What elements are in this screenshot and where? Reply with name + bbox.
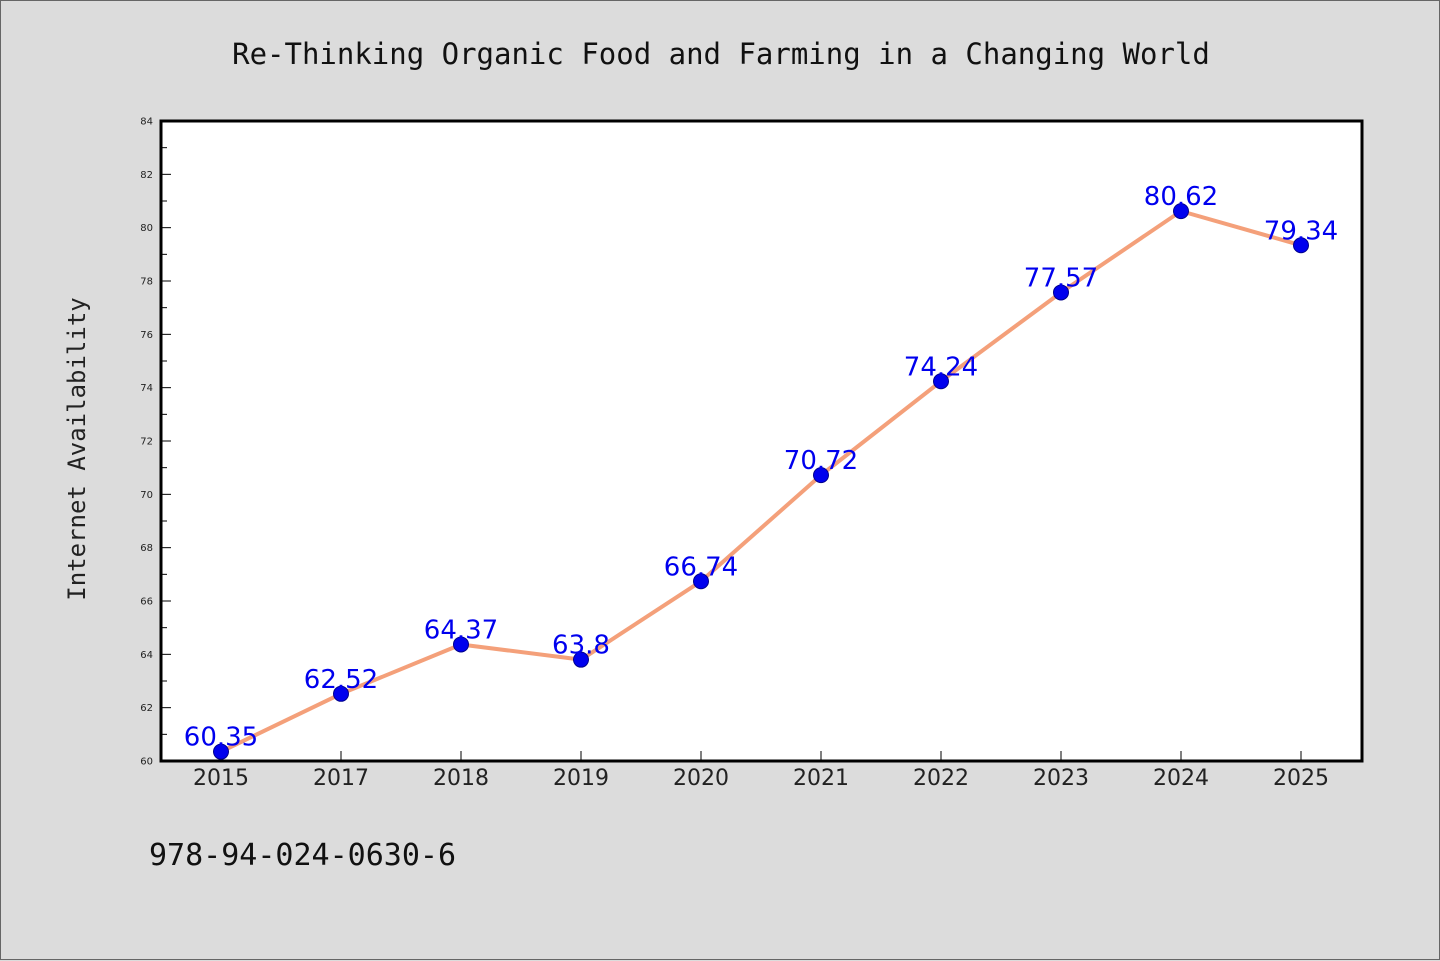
data-point — [1173, 203, 1189, 220]
data-label: 63.8 — [552, 631, 610, 661]
data-point — [573, 651, 589, 668]
x-tick-label: 2022 — [913, 766, 969, 791]
data-label: 80.62 — [1144, 182, 1218, 212]
y-axis-label: Internet Availability — [63, 297, 91, 600]
x-tick-label: 2015 — [193, 766, 249, 791]
y-tick-label: 66 — [140, 597, 153, 608]
data-label: 66.74 — [664, 552, 738, 582]
y-tick-label: 64 — [140, 650, 153, 661]
y-axis-ticks: 60 62 64 66 68 70 72 74 76 78 80 82 84 — [140, 117, 171, 768]
data-point — [693, 573, 709, 590]
isbn-footnote: 978-94-024-0630-6 — [149, 838, 456, 873]
x-tick-label: 2024 — [1153, 766, 1209, 791]
x-axis-ticks: 2015 2017 2018 2019 2020 2021 2022 2023 2024 2025 — [193, 751, 1329, 791]
x-tick-label: 2019 — [553, 766, 609, 791]
data-label: 77.57 — [1024, 263, 1098, 293]
series-group: 60.35 62.52 64.37 63.8 66.74 70.72 74.24 77.57 8… — [184, 182, 1338, 760]
y-tick-label: 60 — [140, 757, 153, 768]
x-tick-label: 2018 — [433, 766, 489, 791]
plot-area — [159, 119, 1364, 763]
data-label: 62.52 — [304, 665, 378, 695]
x-tick-label: 2020 — [673, 766, 729, 791]
data-label: 74.24 — [904, 352, 978, 382]
y-tick-label: 82 — [140, 170, 153, 181]
y-tick-label: 72 — [140, 437, 153, 448]
data-label: 79.34 — [1264, 216, 1338, 246]
data-point — [933, 373, 949, 390]
data-point — [453, 636, 469, 653]
data-point — [333, 685, 349, 702]
y-tick-label: 84 — [140, 117, 153, 128]
data-point — [1293, 237, 1309, 254]
data-label: 70.72 — [784, 446, 858, 476]
y-tick-label: 74 — [140, 383, 153, 394]
x-tick-label: 2023 — [1033, 766, 1089, 791]
y-tick-label: 62 — [140, 703, 153, 714]
x-tick-label: 2025 — [1273, 766, 1329, 791]
x-tick-label: 2021 — [793, 766, 849, 791]
y-tick-label: 70 — [140, 490, 153, 501]
y-tick-label: 76 — [140, 330, 153, 341]
data-label: 64.37 — [424, 615, 498, 645]
series-line — [220, 209, 1302, 754]
x-tick-label: 2017 — [313, 766, 369, 791]
data-point — [213, 743, 229, 760]
y-tick-label: 80 — [140, 223, 153, 234]
y-tick-label: 78 — [140, 277, 153, 288]
data-point — [813, 467, 829, 484]
y-tick-label: 68 — [140, 543, 153, 554]
data-label: 60.35 — [184, 723, 258, 753]
chart-title: Re-Thinking Organic Food and Farming in … — [232, 37, 1210, 71]
data-point — [1053, 284, 1069, 301]
